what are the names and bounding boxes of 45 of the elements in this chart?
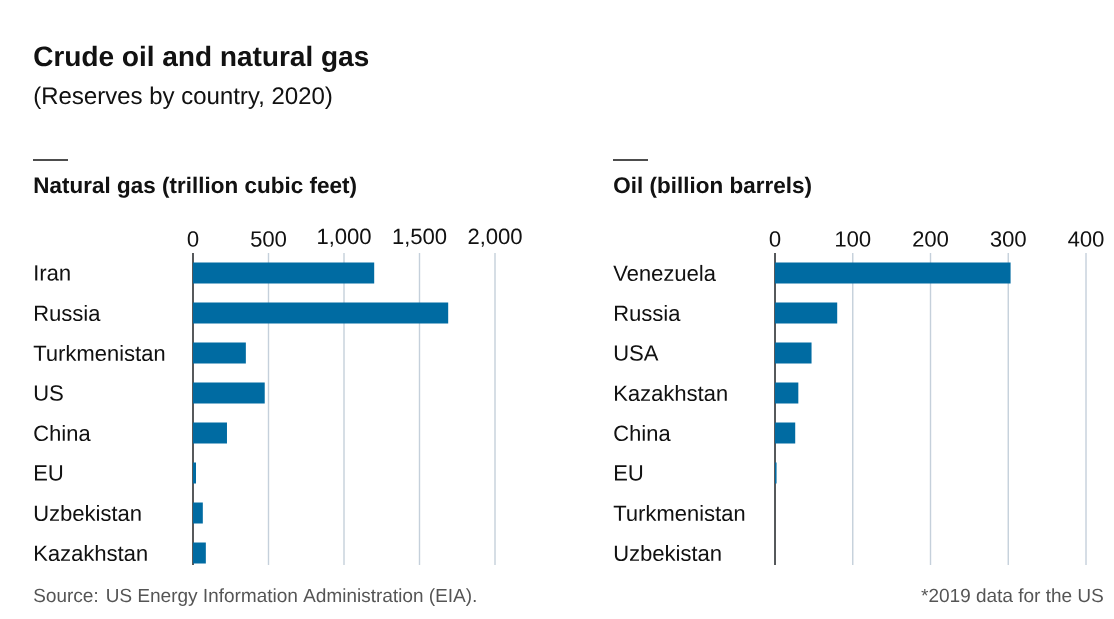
x-tick-label: 0: [769, 231, 781, 247]
bar: [775, 342, 812, 364]
bar: [193, 542, 206, 564]
y-tick-label: Uzbekistan: [34, 504, 141, 522]
y-tick-label: China: [34, 424, 91, 442]
chart-title: Crude oil and natural gas: [34, 45, 369, 72]
bar: [193, 502, 203, 524]
bar: [193, 342, 246, 364]
y-tick-label: Turkmenistan: [613, 504, 745, 522]
chart-subtitle: (Reserves by country, 2020): [34, 86, 332, 109]
bar: [193, 382, 265, 404]
y-tick-label: Venezuela: [613, 264, 716, 282]
y-tick-label: Iran: [35, 265, 70, 281]
x-tick-label: 300: [990, 231, 1026, 247]
y-tick-label: China: [614, 424, 671, 442]
bar: [775, 382, 799, 404]
x-axis-title: Oil (billion barrels): [614, 176, 811, 198]
bar: [193, 462, 197, 484]
y-tick-label: USA: [614, 345, 659, 361]
x-tick-label: 1,000: [318, 228, 371, 247]
x-tick-label: 1,500: [393, 228, 447, 247]
bar: [193, 302, 449, 324]
x-tick-label: 2,000: [468, 228, 522, 247]
y-tick-label: Russia: [615, 304, 681, 322]
bar: [775, 302, 838, 324]
x-tick-label: 100: [836, 231, 871, 247]
bar: [775, 262, 1011, 284]
x-axis-title: Natural gas (trillion cubic feet): [34, 176, 356, 198]
x-tick-label: 500: [251, 231, 286, 247]
text: *2019 data for the US: [921, 588, 1103, 603]
y-tick-label: Kazakhstan: [615, 384, 727, 402]
y-tick-label: Uzbekistan: [614, 544, 721, 562]
x-tick-label: 400: [1068, 231, 1104, 247]
bar: [193, 422, 227, 444]
x-tick-label: 200: [913, 231, 948, 247]
bar: [193, 262, 375, 284]
y-tick-label: US: [34, 385, 63, 401]
x-tick-label: 0: [187, 231, 199, 247]
y-tick-label: Turkmenistan: [33, 344, 165, 362]
bar: [775, 422, 796, 444]
y-tick-label: Kazakhstan: [35, 544, 147, 562]
y-tick-label: EU: [615, 465, 643, 481]
y-tick-label: EU: [35, 465, 63, 481]
source-note: Source: US Energy Information Administration (EIA).: [34, 588, 476, 606]
y-tick-label: Russia: [35, 304, 101, 322]
